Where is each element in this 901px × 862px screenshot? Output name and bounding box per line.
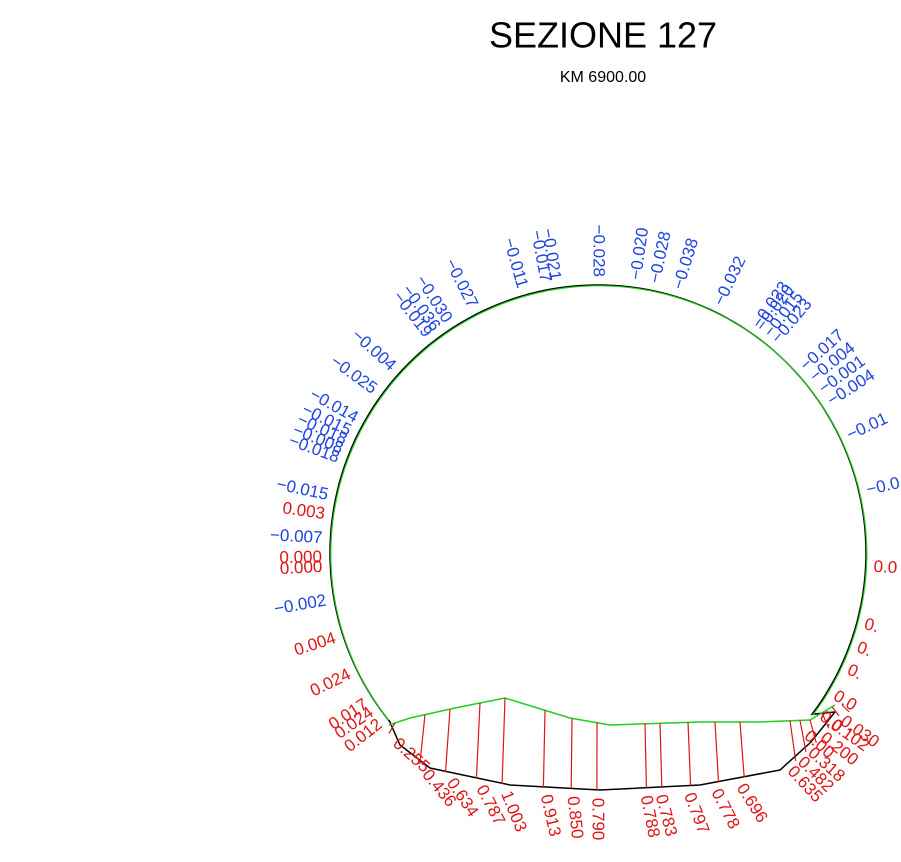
deviation-line	[475, 702, 481, 779]
deviation-label: 0.913	[537, 793, 565, 839]
deviation-label: −0.032	[710, 253, 750, 309]
deviation-line	[809, 719, 817, 744]
subtitle: KM 6900.00	[560, 69, 646, 86]
deviation-label: 0.797	[680, 790, 713, 837]
deviation-label: 0.024	[307, 665, 354, 701]
deviation-line	[444, 709, 451, 773]
deviation-label: 0.	[854, 638, 874, 661]
deviation-line	[570, 718, 573, 789]
deviation-label: −0.028	[590, 225, 609, 277]
deviation-line	[388, 722, 396, 734]
deviation-line	[841, 704, 850, 713]
deviation-line	[419, 714, 426, 765]
deviation-line	[659, 723, 663, 788]
deviation-label: −0.038	[669, 236, 703, 292]
invert-design	[388, 711, 836, 791]
deviation-label: −0.011	[500, 236, 532, 290]
survey-profile	[330, 285, 868, 723]
deviation-label: 0.000	[279, 557, 322, 578]
deviation-label: −0.007	[270, 525, 323, 547]
deviation-line	[799, 720, 807, 753]
deviation-label: 0.790	[589, 798, 608, 841]
deviation-line	[831, 706, 840, 717]
deviation-label: −0.0	[865, 473, 901, 499]
deviation-label: 0.0	[873, 557, 898, 577]
deviation-line	[542, 710, 546, 787]
deviation-line	[714, 721, 720, 783]
deviation-label: 0.	[862, 614, 881, 636]
invert-survey	[388, 697, 836, 726]
deviation-label: −0.002	[273, 591, 328, 619]
title: SEZIONE 127	[489, 15, 717, 56]
deviation-label: 0.004	[292, 628, 338, 659]
section-lining	[329, 284, 867, 723]
deviation-label: 0.000	[279, 547, 322, 567]
deviation-line	[821, 712, 830, 729]
deviation-line	[789, 720, 797, 762]
deviation-line	[687, 722, 692, 786]
deviation-line	[644, 723, 647, 788]
deviation-label: 0.	[845, 660, 866, 683]
deviation-label: 0.850	[564, 795, 588, 839]
deviation-label: −0.01	[844, 409, 891, 444]
deviation-line	[501, 697, 506, 784]
deviation-line	[739, 721, 745, 778]
